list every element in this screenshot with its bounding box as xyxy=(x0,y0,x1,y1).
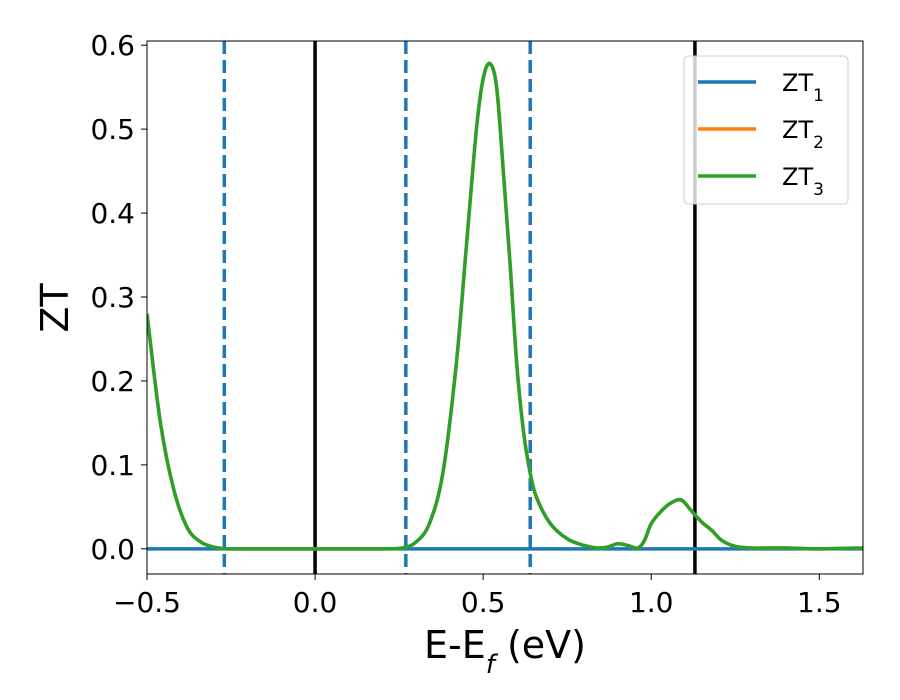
plot-area-frame xyxy=(146,40,864,575)
y-tick-label: 0.3 xyxy=(90,281,135,314)
y-axis-title: ZT xyxy=(33,283,77,333)
y-tick-label: 0.4 xyxy=(90,197,135,230)
y-tick-label: 0.6 xyxy=(90,29,135,62)
y-axis-ticks: 0.0 0.1 0.2 0.3 0.4 0.5 0.6 xyxy=(90,29,147,566)
legend-frame xyxy=(683,55,849,205)
y-tick-label: 0.5 xyxy=(90,113,135,146)
legend-label-3: ZT3 xyxy=(782,163,824,200)
x-tick-label: 0.5 xyxy=(461,586,506,619)
y-tick-label: 0.1 xyxy=(90,449,135,482)
legend: ZT1 ZT2 ZT3 xyxy=(683,55,849,205)
series-lines xyxy=(147,61,863,551)
x-axis-title: E-Ef (eV) xyxy=(424,623,586,680)
x-tick-label: 0.0 xyxy=(293,586,338,619)
legend-label-2: ZT2 xyxy=(782,116,824,153)
x-tick-label: 1.5 xyxy=(797,586,842,619)
x-axis-ticks: −0.5 0.0 0.5 1.0 1.5 xyxy=(113,574,842,619)
x-tick-label: −0.5 xyxy=(113,586,181,619)
y-tick-label: 0.2 xyxy=(90,365,135,398)
legend-label-1: ZT1 xyxy=(782,69,824,106)
series-line-3 xyxy=(147,61,863,551)
x-tick-label: 1.0 xyxy=(629,586,674,619)
reference-lines xyxy=(222,41,697,574)
y-tick-label: 0.0 xyxy=(90,533,135,566)
